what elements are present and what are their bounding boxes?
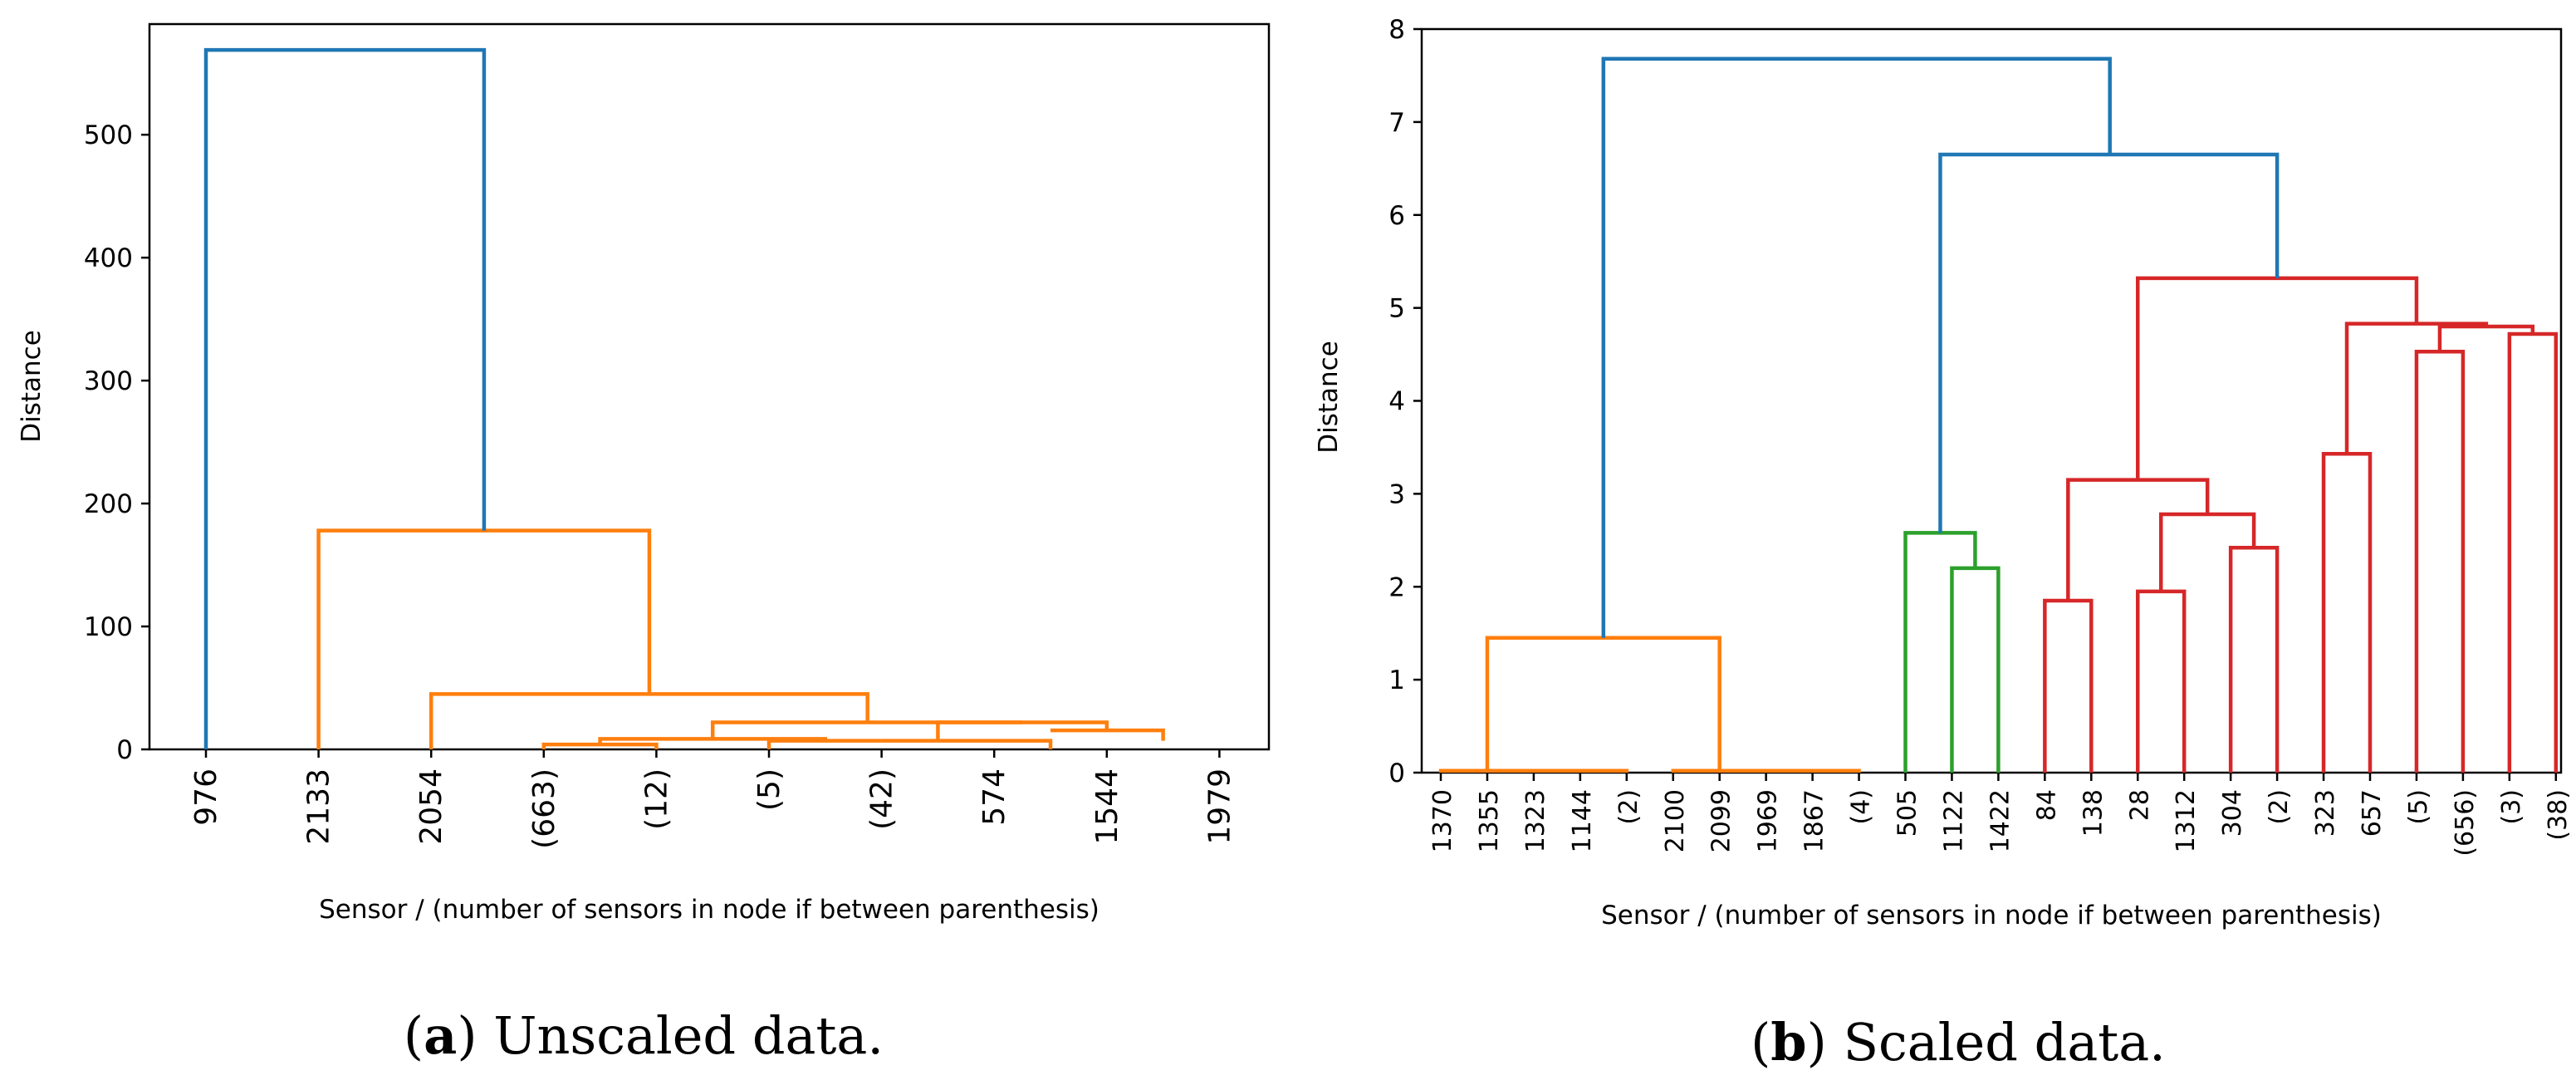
x-axis-label-b: Sensor / (number of sensors in node if b…	[1601, 901, 2382, 930]
leaf-label-b-10: 505	[1893, 789, 1922, 837]
leaf-label-b-3: 1144	[1568, 789, 1597, 852]
y-tick-label-a-1: 100	[84, 612, 133, 642]
leaf-label-a-2: 2054	[414, 768, 448, 845]
link-a-6	[710, 720, 1023, 739]
leaf-label-b-6: 2099	[1707, 789, 1736, 852]
link-b-17	[2136, 276, 2419, 480]
y-tick-label-a-3: 300	[84, 366, 133, 396]
leaf-label-b-18: (2)	[2265, 789, 2294, 825]
dendrogram-links-a	[203, 47, 1165, 749]
y-tick-label-b-3: 3	[1388, 479, 1405, 509]
link-a-4	[541, 742, 659, 749]
y-axis-label-b: Distance	[1314, 341, 1344, 454]
leaf-label-a-8: 1544	[1090, 768, 1124, 845]
link-b-18	[1938, 152, 2280, 533]
leaf-label-b-22: (656)	[2451, 789, 2480, 857]
link-b-1	[1531, 768, 1629, 773]
caption-b: (b) Scaled data.	[1751, 1012, 2166, 1073]
caption-a: (a) Unscaled data.	[404, 1005, 884, 1066]
leaf-label-a-1: 2133	[302, 768, 336, 845]
link-b-4	[1485, 636, 1721, 773]
link-a-2	[766, 739, 882, 749]
y-tick-label-b-1: 1	[1388, 665, 1405, 695]
x-axis-a: 976 2133 2054 (663) (12) (5) (42) 574 1544 1979	[189, 749, 1237, 849]
leaf-label-b-19: 323	[2311, 789, 2340, 837]
link-b-3	[1764, 768, 1861, 773]
leaf-label-b-4: (2)	[1614, 789, 1643, 825]
link-b-10	[2158, 512, 2256, 592]
y-tick-label-a-2: 200	[84, 489, 133, 519]
y-tick-label-a-0: 0	[116, 735, 133, 765]
y-tick-label-a-5: 500	[84, 120, 133, 150]
leaf-label-b-17: 304	[2218, 789, 2247, 837]
leaf-label-b-14: 138	[2079, 789, 2108, 837]
link-a-9	[203, 47, 487, 749]
link-b-13	[2414, 349, 2466, 773]
plot-frame-b	[1420, 27, 2563, 774]
link-a-1	[881, 739, 1053, 749]
link-b-16	[2344, 322, 2489, 454]
panel-unscaled: 0 100 200 300 400 500 976 2133 2054 (663) (12) (5)…	[17, 22, 1271, 1066]
leaf-label-b-8: 1867	[1800, 789, 1829, 852]
link-b-11	[2066, 478, 2210, 601]
leaf-label-a-4: (12)	[639, 768, 673, 830]
y-tick-label-a-4: 400	[84, 243, 133, 273]
leaf-label-a-5: (5)	[752, 768, 786, 811]
link-a-8	[316, 528, 652, 749]
leaf-label-b-9: (4)	[1847, 789, 1876, 825]
caption-text-b: Scaled data.	[1827, 1012, 2166, 1073]
leaf-label-b-1: 1355	[1475, 789, 1504, 852]
link-b-19	[1601, 56, 2112, 638]
link-b-8	[2136, 589, 2187, 773]
leaf-label-b-13: 84	[2032, 789, 2061, 821]
plot-frame-a	[148, 22, 1271, 751]
y-tick-label-b-6: 6	[1388, 201, 1405, 231]
link-b-15	[2437, 324, 2535, 352]
link-b-14	[2507, 331, 2559, 773]
panel-scaled: 0 1 2 3 4 5 6 7 8 1370 1355 1323 1144 (2) 2100 2099 196…	[1314, 15, 2573, 1073]
leaf-label-b-2: 1323	[1521, 789, 1550, 852]
link-a-0	[1050, 728, 1165, 741]
y-tick-label-b-7: 7	[1388, 108, 1405, 138]
leaf-label-b-0: 1370	[1428, 789, 1457, 852]
leaf-label-a-6: (42)	[865, 768, 899, 830]
y-axis-b: 0 1 2 3 4 5 6 7 8	[1388, 15, 1422, 788]
y-axis-a: 0 100 200 300 400 500	[84, 120, 149, 765]
leaf-label-b-16: 1312	[2172, 789, 2201, 852]
y-axis-label-a: Distance	[17, 330, 47, 443]
leaf-label-b-24: (38)	[2544, 789, 2573, 841]
leaf-label-a-3: (663)	[527, 768, 561, 849]
link-b-9	[2228, 546, 2280, 773]
y-tick-label-b-2: 2	[1388, 572, 1405, 602]
y-tick-label-b-0: 0	[1388, 759, 1405, 788]
leaf-label-a-9: 1979	[1202, 768, 1237, 845]
caption-letter-a: a	[424, 1005, 457, 1066]
y-tick-label-b-4: 4	[1388, 387, 1405, 417]
y-tick-label-b-8: 8	[1388, 15, 1405, 45]
leaf-label-b-11: 1122	[1939, 789, 1968, 852]
leaf-label-b-5: 2100	[1661, 789, 1690, 852]
leaf-label-b-12: 1422	[1986, 789, 2015, 852]
leaf-label-b-7: 1969	[1754, 789, 1783, 852]
x-axis-b: 1370 1355 1323 1144 (2) 2100 2099 1969 1867 (4) 50…	[1428, 773, 2573, 857]
link-a-3	[598, 737, 828, 745]
leaf-label-b-15: 28	[2125, 789, 2154, 821]
y-tick-label-b-5: 5	[1388, 294, 1405, 324]
leaf-label-b-20: 657	[2358, 789, 2387, 837]
leaf-label-b-21: (5)	[2404, 789, 2433, 825]
link-b-5	[1950, 566, 2001, 773]
link-b-7	[2043, 598, 2094, 773]
caption-letter-b: b	[1770, 1012, 1806, 1073]
x-axis-label-a: Sensor / (number of sensors in node if b…	[319, 895, 1099, 925]
link-b-12	[2321, 452, 2373, 773]
leaf-label-b-23: (3)	[2497, 789, 2526, 825]
leaf-label-a-7: 574	[977, 768, 1011, 826]
dendrogram-links-b	[1438, 56, 2559, 773]
caption-text-a: Unscaled data.	[477, 1005, 884, 1066]
leaf-label-a-0: 976	[189, 768, 223, 826]
